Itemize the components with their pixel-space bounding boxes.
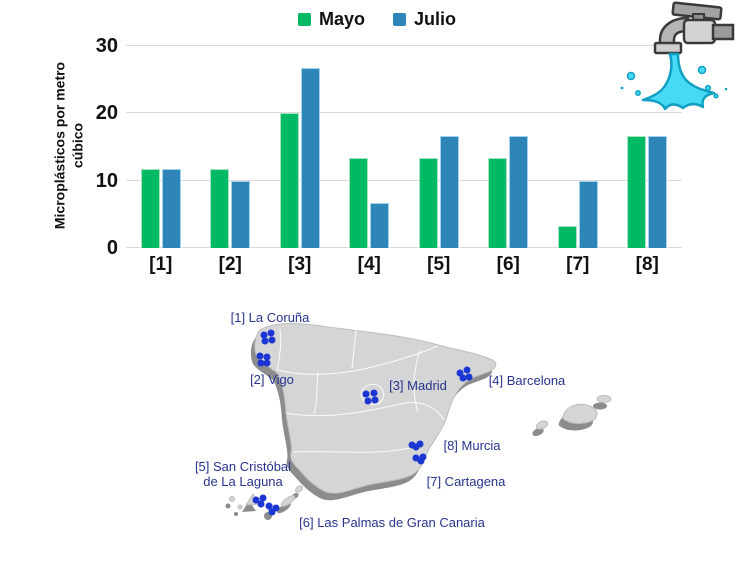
gridline-0 — [126, 247, 682, 248]
sample-site-dot — [263, 353, 271, 361]
city-marker-3: [3] Madrid — [362, 378, 447, 405]
sample-site-dot — [364, 397, 372, 405]
plot-area — [126, 45, 682, 248]
province-borders — [276, 328, 445, 453]
sample-site-dot — [459, 374, 467, 382]
city-marker-1: [1] La Coruña — [231, 310, 311, 345]
bar-julio-3 — [300, 68, 320, 248]
city-label-2: [2] Vigo — [250, 372, 294, 387]
y-tick-label: 30 — [95, 35, 118, 57]
sample-site-dot — [263, 359, 271, 367]
legend-item-mayo: Mayo — [297, 9, 365, 30]
bar-group-6 — [474, 46, 544, 248]
sample-site-dot — [463, 366, 471, 374]
sample-site-dot — [265, 502, 273, 510]
bar-groups — [126, 46, 682, 248]
sample-site-dot — [370, 389, 378, 397]
bar-group-5 — [404, 46, 474, 248]
gridline-10 — [126, 179, 682, 181]
bar-julio-8 — [648, 135, 668, 248]
sample-site-dot — [267, 329, 275, 337]
spain-map: [1] La Coruña [2] Vigo [3] Madrid [4] Barce… — [195, 310, 612, 530]
sample-site-dot — [412, 443, 420, 451]
julio-swatch-icon — [393, 13, 406, 26]
x-category-label-7: [7] — [566, 254, 590, 275]
city-label-5: de La Laguna — [203, 474, 283, 489]
x-category-label-1: [1] — [149, 254, 173, 275]
legend-item-julio: Julio — [393, 9, 456, 30]
x-category-label-8: [8] — [635, 254, 659, 275]
faucet-icon — [620, 1, 735, 111]
sample-site-dot — [417, 457, 425, 465]
city-marker-2: [2] Vigo — [250, 352, 294, 387]
gridline-20 — [126, 112, 682, 114]
x-axis-labels: [1] [2] [3] [4] [5] [6] [7] [8] — [126, 254, 682, 276]
legend-label-julio: Julio — [414, 9, 457, 29]
city-marker-7: [7] Cartagena — [412, 453, 507, 489]
city-label-5: [5] San Cristóbal — [195, 459, 291, 474]
sample-site-dot — [465, 373, 473, 381]
bar-group-4 — [335, 46, 405, 248]
bar-mayo-7 — [557, 225, 577, 248]
bar-julio-2 — [231, 180, 251, 248]
sample-site-dot — [259, 494, 267, 502]
balearic-islands — [535, 395, 612, 430]
city-label-4: [4] Barcelona — [489, 373, 566, 388]
x-category-label-6: [6] — [496, 254, 520, 275]
city-marker-6: [6] Las Palmas de Gran Canaria — [265, 502, 486, 530]
bar-group-7 — [543, 46, 613, 248]
sample-site-dot — [371, 396, 379, 404]
sample-site-dot — [362, 390, 370, 398]
y-tick-label: 0 — [106, 237, 118, 259]
city-label-1: [1] La Coruña — [231, 310, 311, 325]
bar-julio-1 — [161, 169, 181, 248]
sample-site-dot — [268, 508, 276, 516]
sample-site-dot — [257, 500, 265, 508]
city-label-6: [6] Las Palmas de Gran Canaria — [299, 515, 485, 530]
sample-site-dot — [260, 331, 268, 339]
bar-mayo-1 — [140, 169, 160, 248]
bar-mayo-3 — [279, 113, 299, 248]
sample-site-dot — [261, 337, 269, 345]
sample-site-dot — [252, 496, 260, 504]
chart-legend: Mayo Julio — [297, 9, 456, 30]
water-splash-icon — [620, 52, 728, 111]
bar-mayo-5 — [418, 158, 438, 248]
gridline-30 — [126, 45, 682, 46]
y-axis-ticks: 0 10 20 30 — [0, 35, 118, 259]
sample-site-dot — [268, 336, 276, 344]
y-tick-label: 10 — [95, 169, 118, 192]
bar-julio-6 — [509, 135, 529, 248]
city-label-7: [7] Cartagena — [427, 474, 507, 489]
bar-julio-7 — [578, 180, 598, 248]
y-tick-label: 20 — [95, 102, 118, 125]
city-marker-8: [8] Murcia — [408, 438, 501, 453]
x-category-label-3: [3] — [288, 254, 312, 275]
spain-mainland — [254, 323, 497, 494]
bar-julio-5 — [439, 135, 459, 248]
bar-mayo-8 — [627, 135, 647, 248]
sample-site-dot — [257, 359, 265, 367]
x-category-label-5: [5] — [427, 254, 451, 275]
mayo-swatch-icon — [297, 13, 311, 26]
legend-label-mayo: Mayo — [318, 9, 365, 29]
bar-mayo-4 — [349, 158, 369, 248]
bar-group-8 — [613, 46, 683, 248]
bar-group-2 — [196, 46, 266, 248]
city-marker-4: [4] Barcelona — [456, 366, 566, 388]
bar-mayo-6 — [488, 158, 508, 248]
x-category-label-2: [2] — [218, 254, 242, 275]
bar-group-3 — [265, 46, 335, 248]
bar-mayo-2 — [210, 169, 230, 248]
city-label-3: [3] Madrid — [389, 378, 447, 393]
sample-site-dot — [256, 352, 264, 360]
faucet-body-icon — [653, 1, 735, 55]
bar-group-1 — [126, 46, 196, 248]
x-category-label-4: [4] — [357, 254, 381, 275]
bar-julio-4 — [370, 202, 390, 248]
city-label-8: [8] Murcia — [443, 438, 501, 453]
